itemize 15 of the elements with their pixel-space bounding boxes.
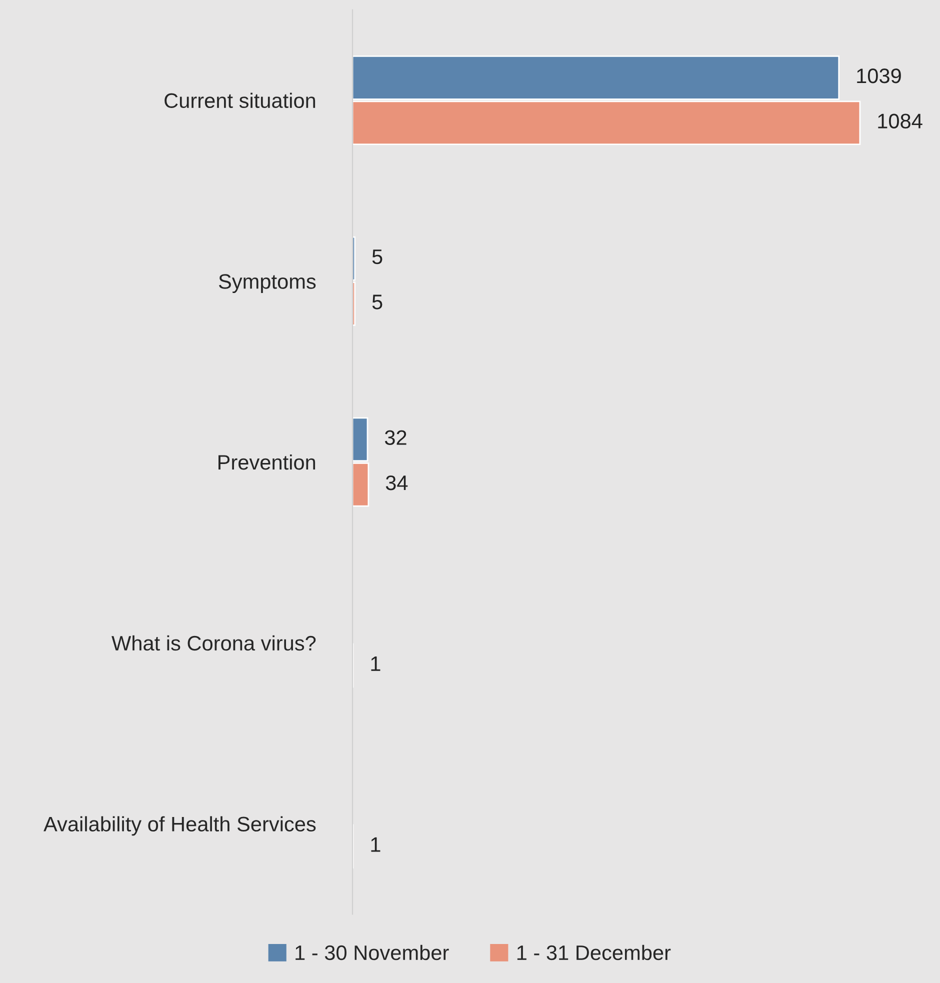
- data-label: 34: [386, 475, 408, 490]
- y-tick-label: Current situation: [164, 92, 316, 108]
- y-tick-label: Prevention: [218, 454, 316, 470]
- data-label: 32: [384, 430, 406, 445]
- y-tick-label: What is Corona virus?: [112, 635, 316, 651]
- legend-label: 1 - 30 November: [296, 944, 449, 960]
- data-label: 1: [371, 656, 380, 671]
- data-label: 5: [372, 294, 382, 310]
- data-label: 1: [371, 837, 380, 852]
- legend-label: 1 - 31 December: [517, 944, 671, 960]
- data-label: 1039: [857, 68, 901, 84]
- y-tick-label: Availability of Health Services: [44, 816, 316, 836]
- data-label: 5: [372, 250, 382, 264]
- data-label: 1084: [878, 114, 922, 128]
- y-tick-label: Symptoms: [218, 274, 316, 294]
